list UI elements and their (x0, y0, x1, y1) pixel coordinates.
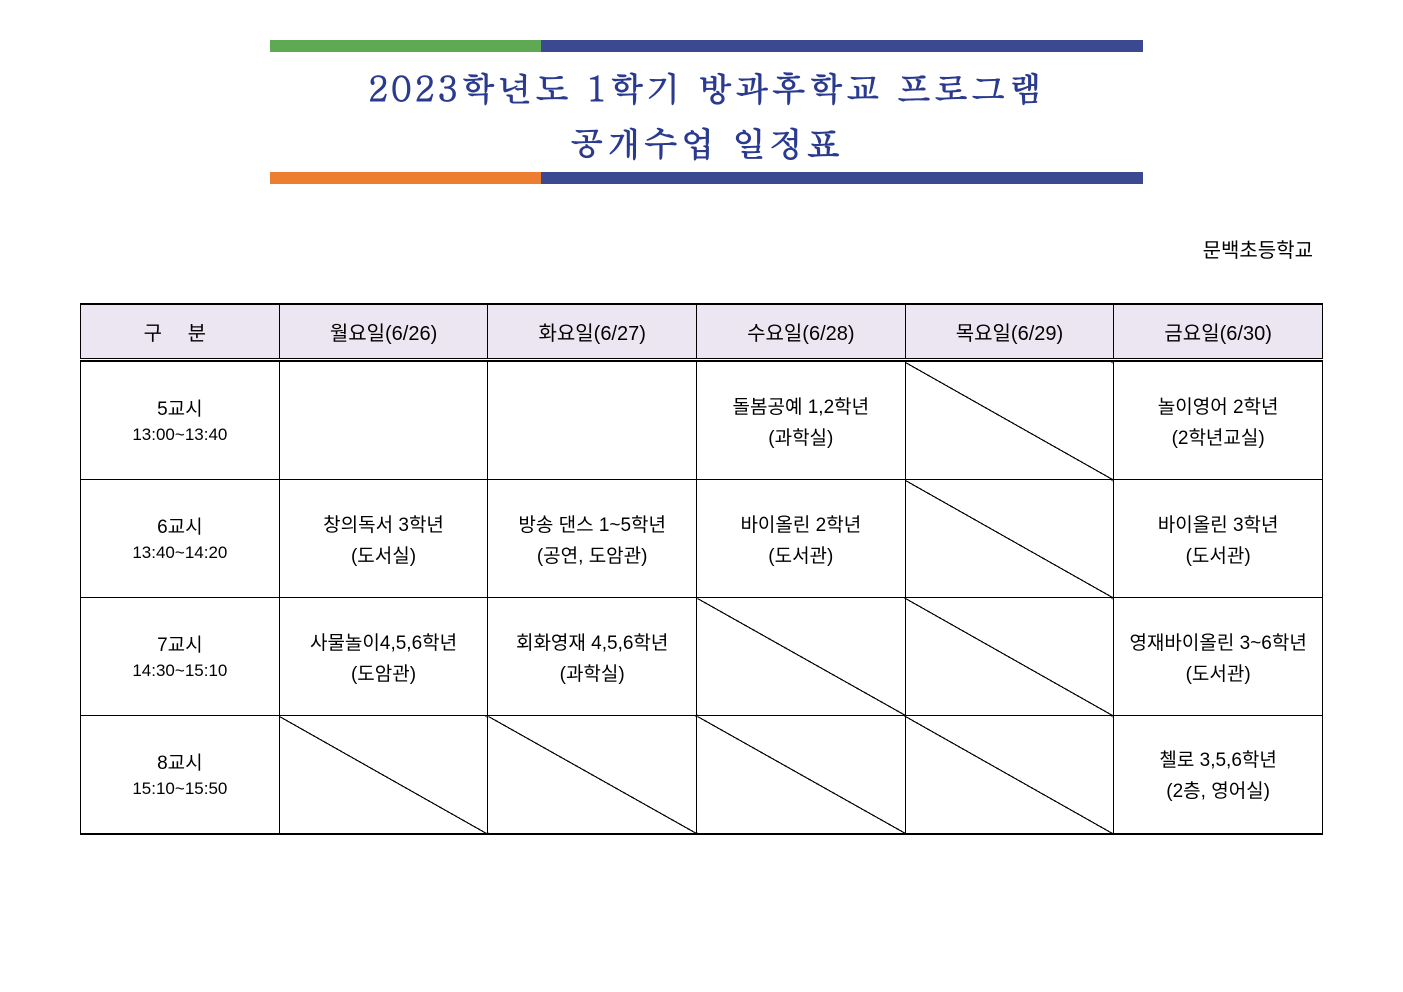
period-cell: 6교시 13:40~14:20 (81, 480, 280, 598)
class-name: 회화영재 4,5,6학년 (492, 628, 692, 655)
class-name: 창의독서 3학년 (284, 510, 484, 537)
title-line-1: 2023학년도 1학기 방과후학교 프로그램 (270, 62, 1143, 111)
page-container: 2023학년도 1학기 방과후학교 프로그램 공개수업 일정표 문백초등학교 구… (0, 0, 1403, 875)
period-label: 8교시 (85, 750, 275, 779)
class-name: 영재바이올린 3~6학년 (1118, 628, 1318, 655)
schedule-cell-tue (488, 362, 697, 480)
col-header-tue: 화요일(6/27) (488, 304, 697, 360)
class-name: 바이올린 3학년 (1118, 510, 1318, 537)
table-row: 8교시 15:10~15:50 첼로 3,5,6학년 (2층, 영어실) (81, 716, 1323, 834)
table-row: 5교시 13:00~13:40 돌봄공예 1,2학년 (과학실) 놀이영어 2학… (81, 362, 1323, 480)
schedule-cell-tue: 회화영재 4,5,6학년 (과학실) (488, 598, 697, 716)
title-line-2: 공개수업 일정표 (270, 117, 1143, 166)
schedule-cell-thu-empty (905, 480, 1114, 598)
class-name: 첼로 3,5,6학년 (1118, 745, 1318, 772)
period-label: 6교시 (85, 514, 275, 543)
class-room: (도서관) (1118, 659, 1318, 686)
schedule-cell-fri: 영재바이올린 3~6학년 (도서관) (1114, 598, 1323, 716)
bottom-accent-bar (270, 172, 1143, 184)
schedule-cell-mon (279, 362, 488, 480)
bottom-bar-orange (270, 172, 541, 184)
schedule-cell-thu-empty (905, 716, 1114, 834)
col-header-mon: 월요일(6/26) (279, 304, 488, 360)
class-room: (도서관) (701, 541, 901, 568)
period-label: 5교시 (85, 396, 275, 425)
period-cell: 7교시 14:30~15:10 (81, 598, 280, 716)
schedule-cell-fri: 바이올린 3학년 (도서관) (1114, 480, 1323, 598)
period-cell: 5교시 13:00~13:40 (81, 362, 280, 480)
col-header-wed: 수요일(6/28) (697, 304, 906, 360)
table-row: 7교시 14:30~15:10 사물놀이4,5,6학년 (도암관) 회화영재 4… (81, 598, 1323, 716)
schedule-cell-fri: 첼로 3,5,6학년 (2층, 영어실) (1114, 716, 1323, 834)
col-header-thu: 목요일(6/29) (905, 304, 1114, 360)
col-header-fri: 금요일(6/30) (1114, 304, 1323, 360)
class-name: 방송 댄스 1~5학년 (492, 510, 692, 537)
schedule-cell-mon: 창의독서 3학년 (도서실) (279, 480, 488, 598)
class-room: (도암관) (284, 659, 484, 686)
top-accent-bar (270, 40, 1143, 52)
table-header-row: 구 분 월요일(6/26) 화요일(6/27) 수요일(6/28) 목요일(6/… (81, 304, 1323, 360)
schedule-cell-fri: 놀이영어 2학년 (2학년교실) (1114, 362, 1323, 480)
title-block: 2023학년도 1학기 방과후학교 프로그램 공개수업 일정표 (270, 54, 1143, 172)
schedule-cell-wed-empty (697, 716, 906, 834)
top-bar-navy (541, 40, 1143, 52)
schedule-cell-wed: 돌봄공예 1,2학년 (과학실) (697, 362, 906, 480)
schedule-cell-mon-empty (279, 716, 488, 834)
class-name: 돌봄공예 1,2학년 (701, 392, 901, 419)
period-label: 7교시 (85, 632, 275, 661)
table-row: 6교시 13:40~14:20 창의독서 3학년 (도서실) 방송 댄스 1~5… (81, 480, 1323, 598)
schedule-cell-thu-empty (905, 598, 1114, 716)
schedule-cell-tue: 방송 댄스 1~5학년 (공연, 도암관) (488, 480, 697, 598)
schedule-cell-thu-empty (905, 362, 1114, 480)
period-time: 13:00~13:40 (85, 425, 275, 445)
schedule-cell-wed: 바이올린 2학년 (도서관) (697, 480, 906, 598)
schedule-cell-wed-empty (697, 598, 906, 716)
period-time: 13:40~14:20 (85, 543, 275, 563)
schedule-cell-tue-empty (488, 716, 697, 834)
class-room: (공연, 도암관) (492, 541, 692, 568)
col-header-period: 구 분 (81, 304, 280, 360)
class-room: (도서실) (284, 541, 484, 568)
class-name: 바이올린 2학년 (701, 510, 901, 537)
class-name: 놀이영어 2학년 (1118, 392, 1318, 419)
header: 2023학년도 1학기 방과후학교 프로그램 공개수업 일정표 (270, 40, 1143, 184)
top-bar-green (270, 40, 541, 52)
bottom-bar-navy (541, 172, 1143, 184)
class-room: (도서관) (1118, 541, 1318, 568)
schedule-table: 구 분 월요일(6/26) 화요일(6/27) 수요일(6/28) 목요일(6/… (80, 303, 1323, 835)
class-room: (과학실) (701, 423, 901, 450)
schedule-cell-mon: 사물놀이4,5,6학년 (도암관) (279, 598, 488, 716)
class-room: (2학년교실) (1118, 423, 1318, 450)
class-room: (2층, 영어실) (1118, 776, 1318, 803)
period-time: 14:30~15:10 (85, 661, 275, 681)
class-name: 사물놀이4,5,6학년 (284, 628, 484, 655)
school-name: 문백초등학교 (80, 234, 1313, 263)
period-time: 15:10~15:50 (85, 779, 275, 799)
period-cell: 8교시 15:10~15:50 (81, 716, 280, 834)
class-room: (과학실) (492, 659, 692, 686)
